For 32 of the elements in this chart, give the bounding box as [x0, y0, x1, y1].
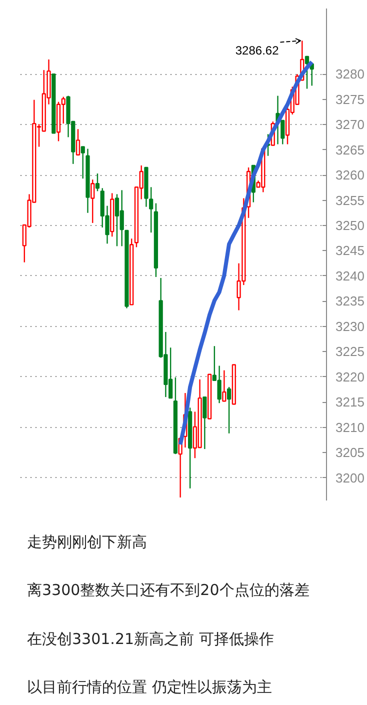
y-tick-label: 3210 — [336, 420, 364, 435]
text: 在没创3301.21新高之前 可择低操作 — [27, 628, 275, 650]
y-tick-label: 3230 — [336, 318, 364, 334]
candlestick — [304, 56, 310, 90]
y-tick-label: 3260 — [336, 168, 364, 183]
candlestick — [95, 172, 100, 192]
y-tick-label: 3225 — [336, 344, 364, 360]
candlestick — [226, 386, 232, 434]
y-tick-label: 3245 — [336, 243, 364, 258]
candlestick — [80, 146, 85, 180]
candlestick — [90, 178, 95, 224]
candlestick — [149, 186, 154, 234]
y-tick-label: 3250 — [336, 218, 364, 233]
y-tick-label: 3200 — [336, 470, 364, 486]
text: 走势刚刚创下新高 — [27, 532, 148, 553]
y-tick-label: 3205 — [336, 445, 364, 460]
candlestick — [280, 120, 285, 145]
y-tick-label: 3220 — [336, 369, 364, 384]
y-tick-label: 3275 — [336, 92, 364, 107]
candlestick — [222, 370, 226, 402]
y-tick-label: 3270 — [336, 117, 364, 132]
y-tick-label: 3255 — [336, 192, 364, 208]
annotation: 3286.62 — [235, 43, 280, 58]
y-tick-label: 3240 — [336, 268, 364, 284]
y-tick-label: 3265 — [336, 142, 364, 158]
y-tick-label: 3215 — [336, 394, 364, 410]
candlestick — [202, 396, 207, 450]
text: 离3300整数关口还有不到20个点位的落差 — [27, 580, 310, 602]
candlestick — [76, 128, 80, 156]
y-tick-label: 3235 — [336, 294, 364, 309]
text: 以目前行情的位置 仍定性以振荡为主 — [27, 677, 273, 698]
y-tick-label: 3280 — [336, 66, 364, 82]
